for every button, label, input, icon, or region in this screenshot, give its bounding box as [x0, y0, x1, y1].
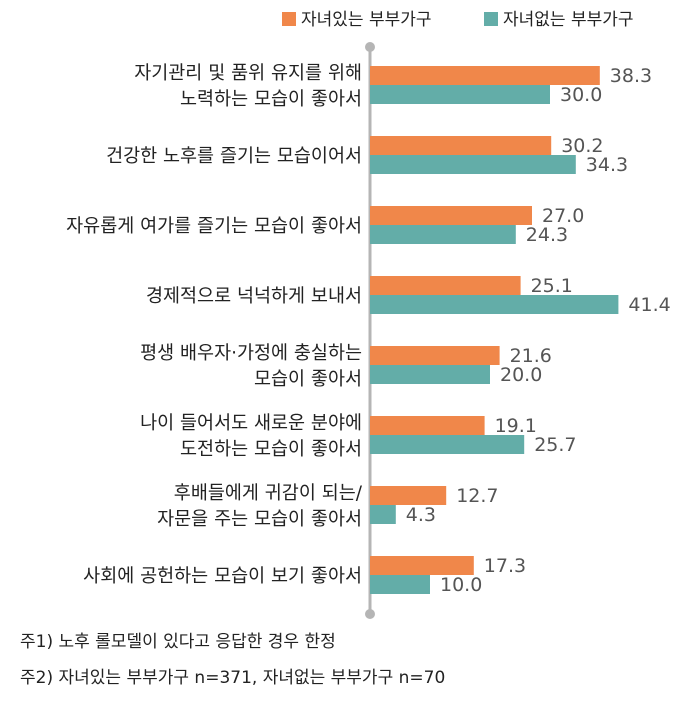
category-label: 건강한 노후를 즐기는 모습이어서	[106, 146, 362, 167]
footnote-2: 주2) 자녀있는 부부가구 n=371, 자녀없는 부부가구 n=70	[20, 668, 446, 688]
value-label-without-children: 30.0	[560, 84, 602, 106]
category-label: 후배들에게 귀감이 되는/자문을 주는 모습이 좋아서	[157, 483, 363, 530]
bar-without-children	[370, 295, 619, 314]
value-label-without-children: 25.7	[534, 434, 576, 456]
category-label-line: 노력하는 모습이 좋아서	[180, 89, 362, 110]
value-label-without-children: 34.3	[586, 154, 628, 176]
axis-top-cap	[365, 42, 375, 52]
bar-without-children	[370, 155, 576, 174]
value-label-without-children: 24.3	[526, 224, 568, 246]
footnotes: 주1) 노후 롤모델이 있다고 응답한 경우 한정 주2) 자녀있는 부부가구 …	[20, 624, 670, 696]
value-label-without-children: 10.0	[440, 574, 482, 596]
category-label: 경제적으로 넉넉하게 보내서	[146, 286, 362, 307]
bar-without-children	[370, 435, 525, 454]
value-label-with-children: 27.0	[542, 205, 584, 227]
bar-without-children	[370, 85, 550, 104]
bar-with-children	[370, 66, 600, 85]
legend-label-without-children: 자녀없는 부부가구	[503, 10, 634, 30]
category-label-line: 자문을 주는 모습이 좋아서	[157, 509, 362, 530]
bar-with-children	[370, 556, 474, 575]
category-label-line: 나이 들어서도 새로운 분야에	[140, 413, 362, 434]
bar-with-children	[370, 206, 532, 225]
value-label-with-children: 17.3	[484, 555, 526, 577]
axis-bottom-cap	[365, 609, 375, 619]
value-label-without-children: 41.4	[628, 294, 670, 316]
bar-with-children	[370, 276, 521, 295]
legend-swatch-with-children	[282, 12, 296, 26]
footnote-1: 주1) 노후 롤모델이 있다고 응답한 경우 한정	[20, 632, 336, 652]
category-label: 사회에 공헌하는 모습이 보기 좋아서	[83, 566, 362, 587]
category-label-line: 후배들에게 귀감이 되는/	[174, 483, 363, 504]
legend-label-with-children: 자녀있는 부부가구	[301, 10, 432, 30]
bar-without-children	[370, 365, 490, 384]
bar-without-children	[370, 575, 430, 594]
value-label-with-children: 38.3	[610, 65, 652, 87]
category-label-line: 평생 배우자·가정에 충실하는	[140, 343, 362, 364]
value-label-without-children: 4.3	[406, 504, 436, 526]
value-label-with-children: 25.1	[531, 275, 573, 297]
value-label-without-children: 20.0	[500, 364, 542, 386]
bar-with-children	[370, 136, 552, 155]
bar-with-children	[370, 346, 500, 365]
value-label-with-children: 21.6	[510, 345, 552, 367]
value-label-with-children: 19.1	[495, 415, 537, 437]
bar-without-children	[370, 505, 396, 524]
bar-with-children	[370, 416, 485, 435]
bar-without-children	[370, 225, 516, 244]
bar-with-children	[370, 486, 447, 505]
category-label: 자유롭게 여가를 즐기는 모습이 좋아서	[66, 216, 362, 237]
value-label-with-children: 12.7	[456, 485, 498, 507]
value-label-with-children: 30.2	[561, 135, 603, 157]
category-label-line: 도전하는 모습이 좋아서	[180, 439, 362, 460]
legend-swatch-without-children	[484, 12, 498, 26]
category-label-line: 자기관리 및 품위 유지를 위해	[134, 63, 362, 84]
category-label-line: 모습이 좋아서	[254, 369, 362, 390]
